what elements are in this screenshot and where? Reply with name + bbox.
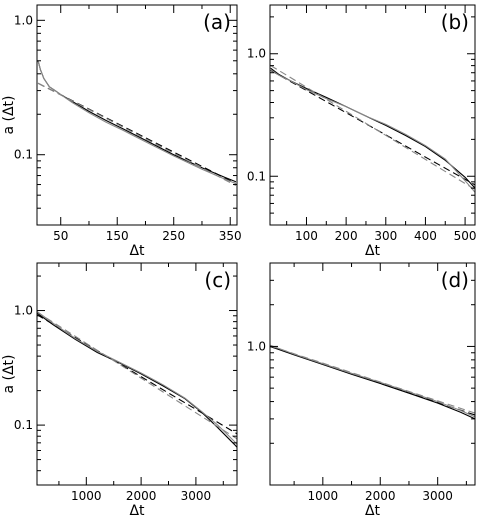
x-axis-label: Δt [365, 243, 381, 259]
black-data-line [270, 345, 475, 420]
x-axis-label: Δt [129, 503, 145, 519]
plot-frame [269, 262, 476, 486]
x-tick-label: 3000 [422, 489, 453, 503]
x-tick-label: 2000 [365, 489, 396, 503]
x-tick-label: 300 [374, 229, 397, 243]
series-group [37, 311, 237, 448]
x-tick-label: 350 [219, 229, 242, 243]
black-data-line [37, 312, 237, 448]
y-tick-label: 1.0 [247, 339, 266, 353]
x-tick-label: 3000 [181, 489, 212, 503]
gray-data-line [37, 60, 237, 185]
x-axis-label: Δt [129, 243, 145, 259]
y-axis-label: a (Δt) [1, 354, 17, 393]
y-tick-label: 1.0 [14, 13, 33, 27]
gray-fit-dashed-line [270, 345, 475, 414]
x-tick-label: 2000 [126, 489, 157, 503]
panel-b: 100 200 300 400 500 0.1 1.0 Δt (b) [247, 4, 477, 259]
y-tick-label: 0.1 [14, 418, 33, 432]
gray-fit-dashed-line [37, 82, 237, 186]
x-axis-label: Δt [365, 503, 381, 519]
panel-label: (a) [203, 10, 231, 34]
y-axis-label: a (Δt) [1, 95, 17, 134]
series-group [270, 65, 475, 193]
series-group [37, 60, 237, 186]
gray-fit-dashed-line [270, 65, 475, 190]
x-tick-label: 50 [53, 229, 68, 243]
plot-frame [269, 4, 476, 226]
panel-label: (b) [441, 10, 469, 34]
panel-c: 1000 2000 3000 0.1 1.0 Δt a (Δt) (c) [1, 262, 238, 519]
gray-data-line [37, 311, 237, 445]
panel-a: 50 150 250 350 0.1 1.0 Δt a (Δt) (a) [1, 4, 242, 259]
y-tick-label: 1.0 [14, 304, 33, 318]
plot-frame [36, 262, 238, 486]
y-tick-label: 0.1 [14, 148, 33, 162]
y-tick-label: 0.1 [247, 169, 266, 183]
x-tick-label: 1000 [71, 489, 102, 503]
series-group [270, 344, 475, 420]
gray-fit-dashed-line [37, 311, 237, 440]
panel-label: (d) [441, 268, 469, 292]
x-tick-label: 200 [335, 229, 358, 243]
y-tick-label: 1.0 [247, 47, 266, 61]
black-data-line [37, 60, 237, 183]
x-tick-label: 1000 [308, 489, 339, 503]
x-tick-label: 400 [414, 229, 437, 243]
panel-label: (c) [204, 268, 231, 292]
x-tick-label: 100 [295, 229, 318, 243]
x-tick-label: 500 [454, 229, 477, 243]
gray-data-line [270, 69, 475, 193]
plot-frame [36, 4, 238, 226]
x-tick-label: 150 [106, 229, 129, 243]
x-tick-label: 250 [162, 229, 185, 243]
panel-d: 1000 2000 3000 1.0 Δt (d) [247, 262, 476, 519]
black-fit-dashed-line [270, 70, 475, 186]
